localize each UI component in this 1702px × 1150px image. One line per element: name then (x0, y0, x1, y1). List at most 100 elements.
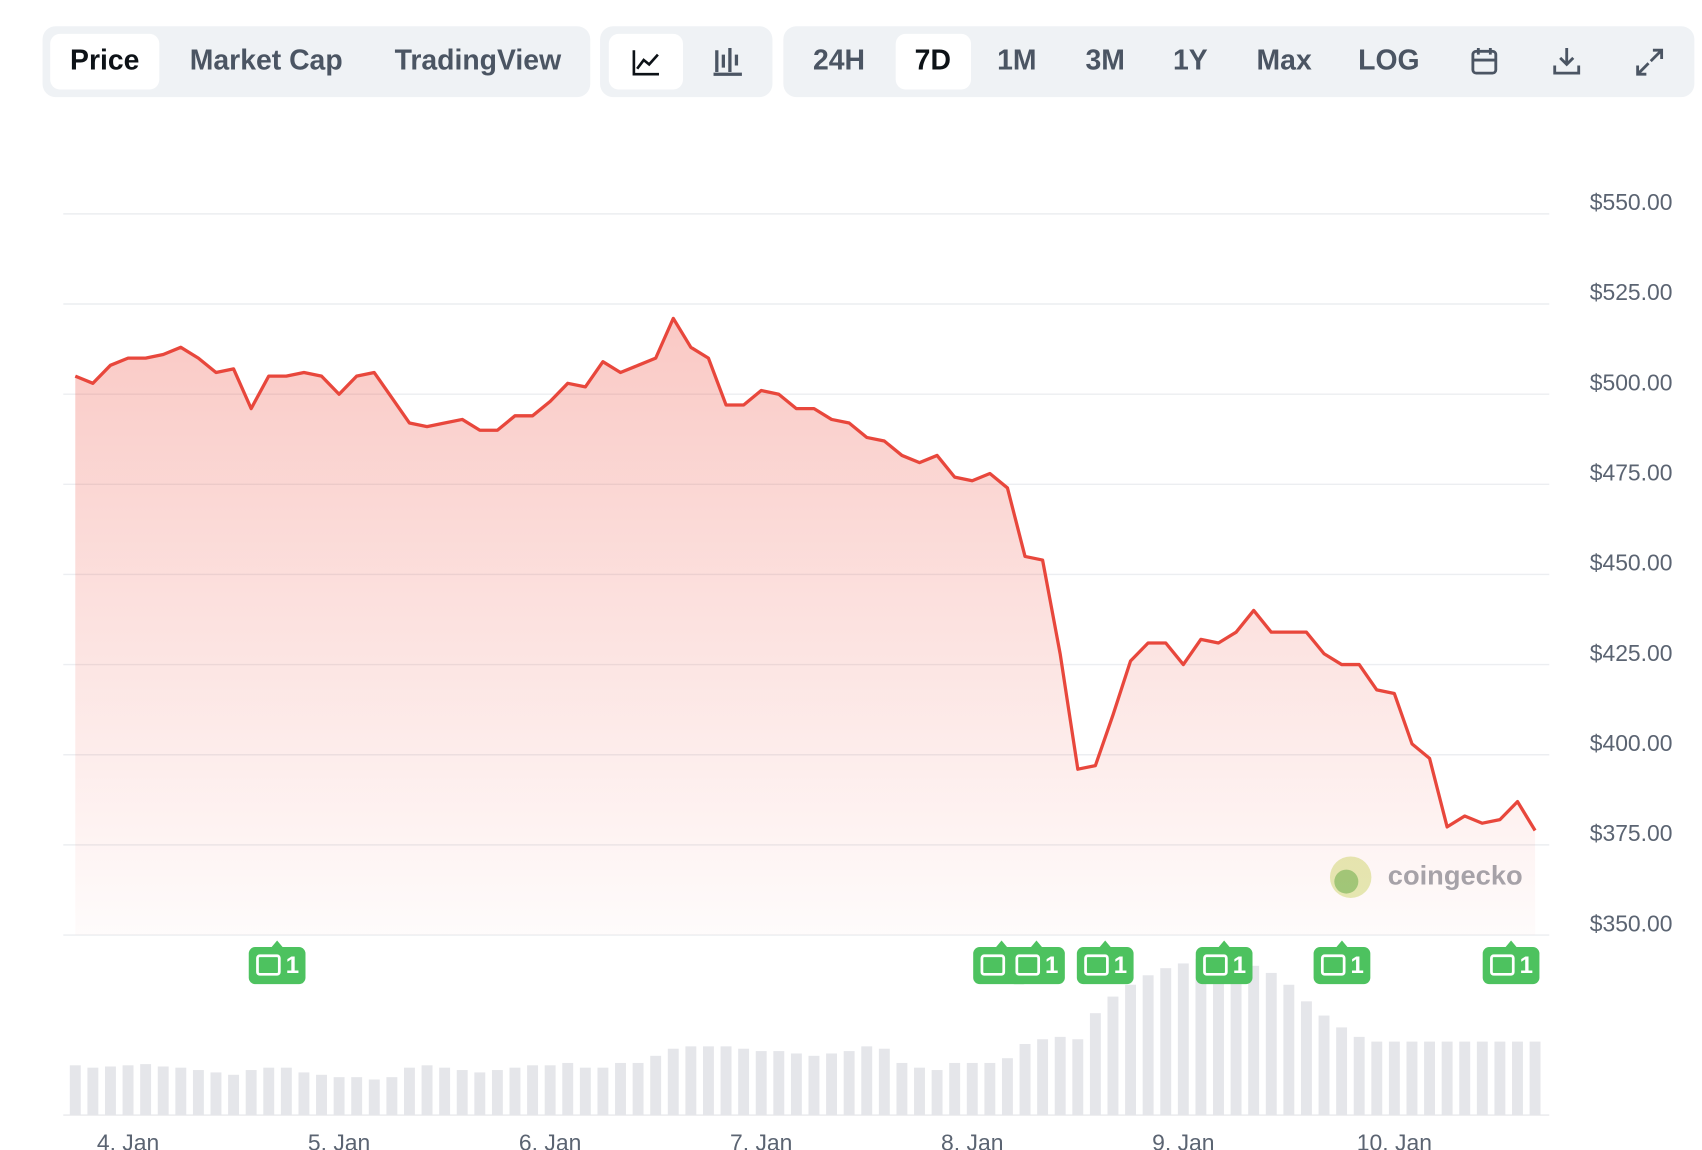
volume-bar (1494, 1041, 1506, 1116)
volume-bar (1037, 1039, 1049, 1116)
active-range[interactable] (895, 33, 972, 90)
volume-bar (738, 1048, 750, 1116)
volume-bar (1248, 965, 1260, 1116)
y-tick-label: $475.00 (1590, 460, 1673, 486)
candle-icon[interactable] (713, 48, 742, 76)
y-tick-label: $550.00 (1590, 189, 1673, 215)
volume-bar (1054, 1036, 1066, 1116)
volume-bar (1371, 1041, 1383, 1116)
volume-bar (861, 1046, 873, 1116)
volume-bar (263, 1067, 275, 1116)
volume-bar (1300, 1001, 1312, 1116)
volume-bar (1336, 1027, 1348, 1116)
volume-bar (1072, 1039, 1084, 1116)
volume-bar (1353, 1036, 1365, 1116)
y-tick-label: $400.00 (1590, 730, 1673, 756)
news-count: 1 (1520, 952, 1533, 979)
range-label[interactable]: 7D (915, 45, 951, 77)
volume-bar (1107, 996, 1119, 1116)
tab-group (42, 26, 591, 98)
y-tick-label: $375.00 (1590, 820, 1673, 846)
range-label[interactable]: LOG (1358, 45, 1419, 77)
range-label[interactable]: 24H (813, 45, 865, 77)
y-tick-label: $425.00 (1590, 640, 1673, 666)
volume-bar (1125, 984, 1137, 1116)
y-tick-label: $450.00 (1590, 550, 1673, 576)
volume-bar (140, 1064, 152, 1116)
calendar-icon[interactable] (1471, 49, 1498, 75)
line-icon (632, 50, 659, 76)
volume-bar (544, 1065, 556, 1116)
news-icon (256, 954, 281, 976)
volume-bar (702, 1046, 714, 1116)
news-marker-tip (271, 940, 283, 948)
volume-bar (773, 1051, 785, 1116)
y-tick-label: $525.00 (1590, 279, 1673, 305)
volume-bar (1459, 1041, 1471, 1116)
x-tick-label: 6. Jan (519, 1130, 581, 1150)
volume-bar (1529, 1041, 1541, 1116)
range-label[interactable]: Max (1257, 45, 1312, 77)
volume-bar (914, 1067, 925, 1116)
news-icon (1203, 954, 1228, 976)
news-marker-tip (1218, 940, 1230, 948)
range-label[interactable]: 1Y (1173, 45, 1208, 77)
volume-bar (949, 1062, 961, 1116)
volume-bar (562, 1062, 574, 1116)
expand-icon[interactable] (1636, 48, 1664, 76)
volume-bar (351, 1077, 363, 1116)
volume-bar (667, 1048, 679, 1116)
calendar-icon-lines (1472, 48, 1496, 62)
volume-bar (878, 1048, 890, 1116)
x-tick-label: 5. Jan (308, 1130, 370, 1150)
tab-label[interactable]: Market Cap (190, 45, 343, 77)
volume-bar (1019, 1043, 1031, 1116)
volume-bar (1142, 975, 1154, 1116)
volume-bar (1476, 1041, 1488, 1116)
volume-bar (1230, 963, 1242, 1116)
news-count: 1 (1233, 952, 1246, 979)
volume-bar (1160, 968, 1172, 1116)
download-icon[interactable] (1553, 48, 1581, 75)
tab-label[interactable]: Price (70, 45, 139, 77)
volume-bar (966, 1062, 978, 1116)
news-marker-tip (996, 940, 1008, 948)
volume-bar (1213, 961, 1224, 1116)
news-marker-tip (1336, 940, 1348, 948)
news-icon (1490, 954, 1515, 976)
volume-bar (984, 1062, 996, 1116)
range-label[interactable]: 3M (1086, 45, 1125, 77)
volume-bar (474, 1072, 486, 1116)
volume-bar (509, 1067, 521, 1116)
volume-bar (421, 1065, 433, 1116)
toolbar: Price Market Cap TradingView 24H 7D 1M 3M 1Y Max… (42, 26, 1695, 98)
volume-bar (1512, 1041, 1523, 1116)
volume-bar (1001, 1058, 1013, 1116)
x-tick-label: 7. Jan (730, 1130, 792, 1150)
volume-bar (333, 1077, 345, 1116)
volume-bar (157, 1066, 169, 1116)
volume-bar (615, 1062, 626, 1116)
volume-bar (1388, 1041, 1400, 1116)
news-icon (1320, 954, 1346, 976)
volume-bar (843, 1051, 855, 1116)
volume-bar (1283, 984, 1295, 1116)
active-tab[interactable] (50, 33, 160, 90)
area (75, 318, 1536, 936)
volume-bar (597, 1067, 609, 1116)
volume-bar (1177, 963, 1189, 1116)
range-label[interactable]: 1M (997, 45, 1036, 77)
volume-bar (386, 1077, 398, 1116)
y-tick-label: $500.00 (1590, 369, 1673, 395)
volume-bar (456, 1070, 468, 1116)
volume-bar (685, 1046, 697, 1116)
volume-bar (316, 1074, 327, 1116)
news-icon (1084, 954, 1109, 976)
tab-label[interactable]: TradingView (395, 45, 562, 77)
news-count: 1 (1045, 952, 1058, 979)
volume-bar (650, 1055, 662, 1116)
news-icon (980, 954, 1006, 976)
volume-bar (931, 1070, 943, 1116)
